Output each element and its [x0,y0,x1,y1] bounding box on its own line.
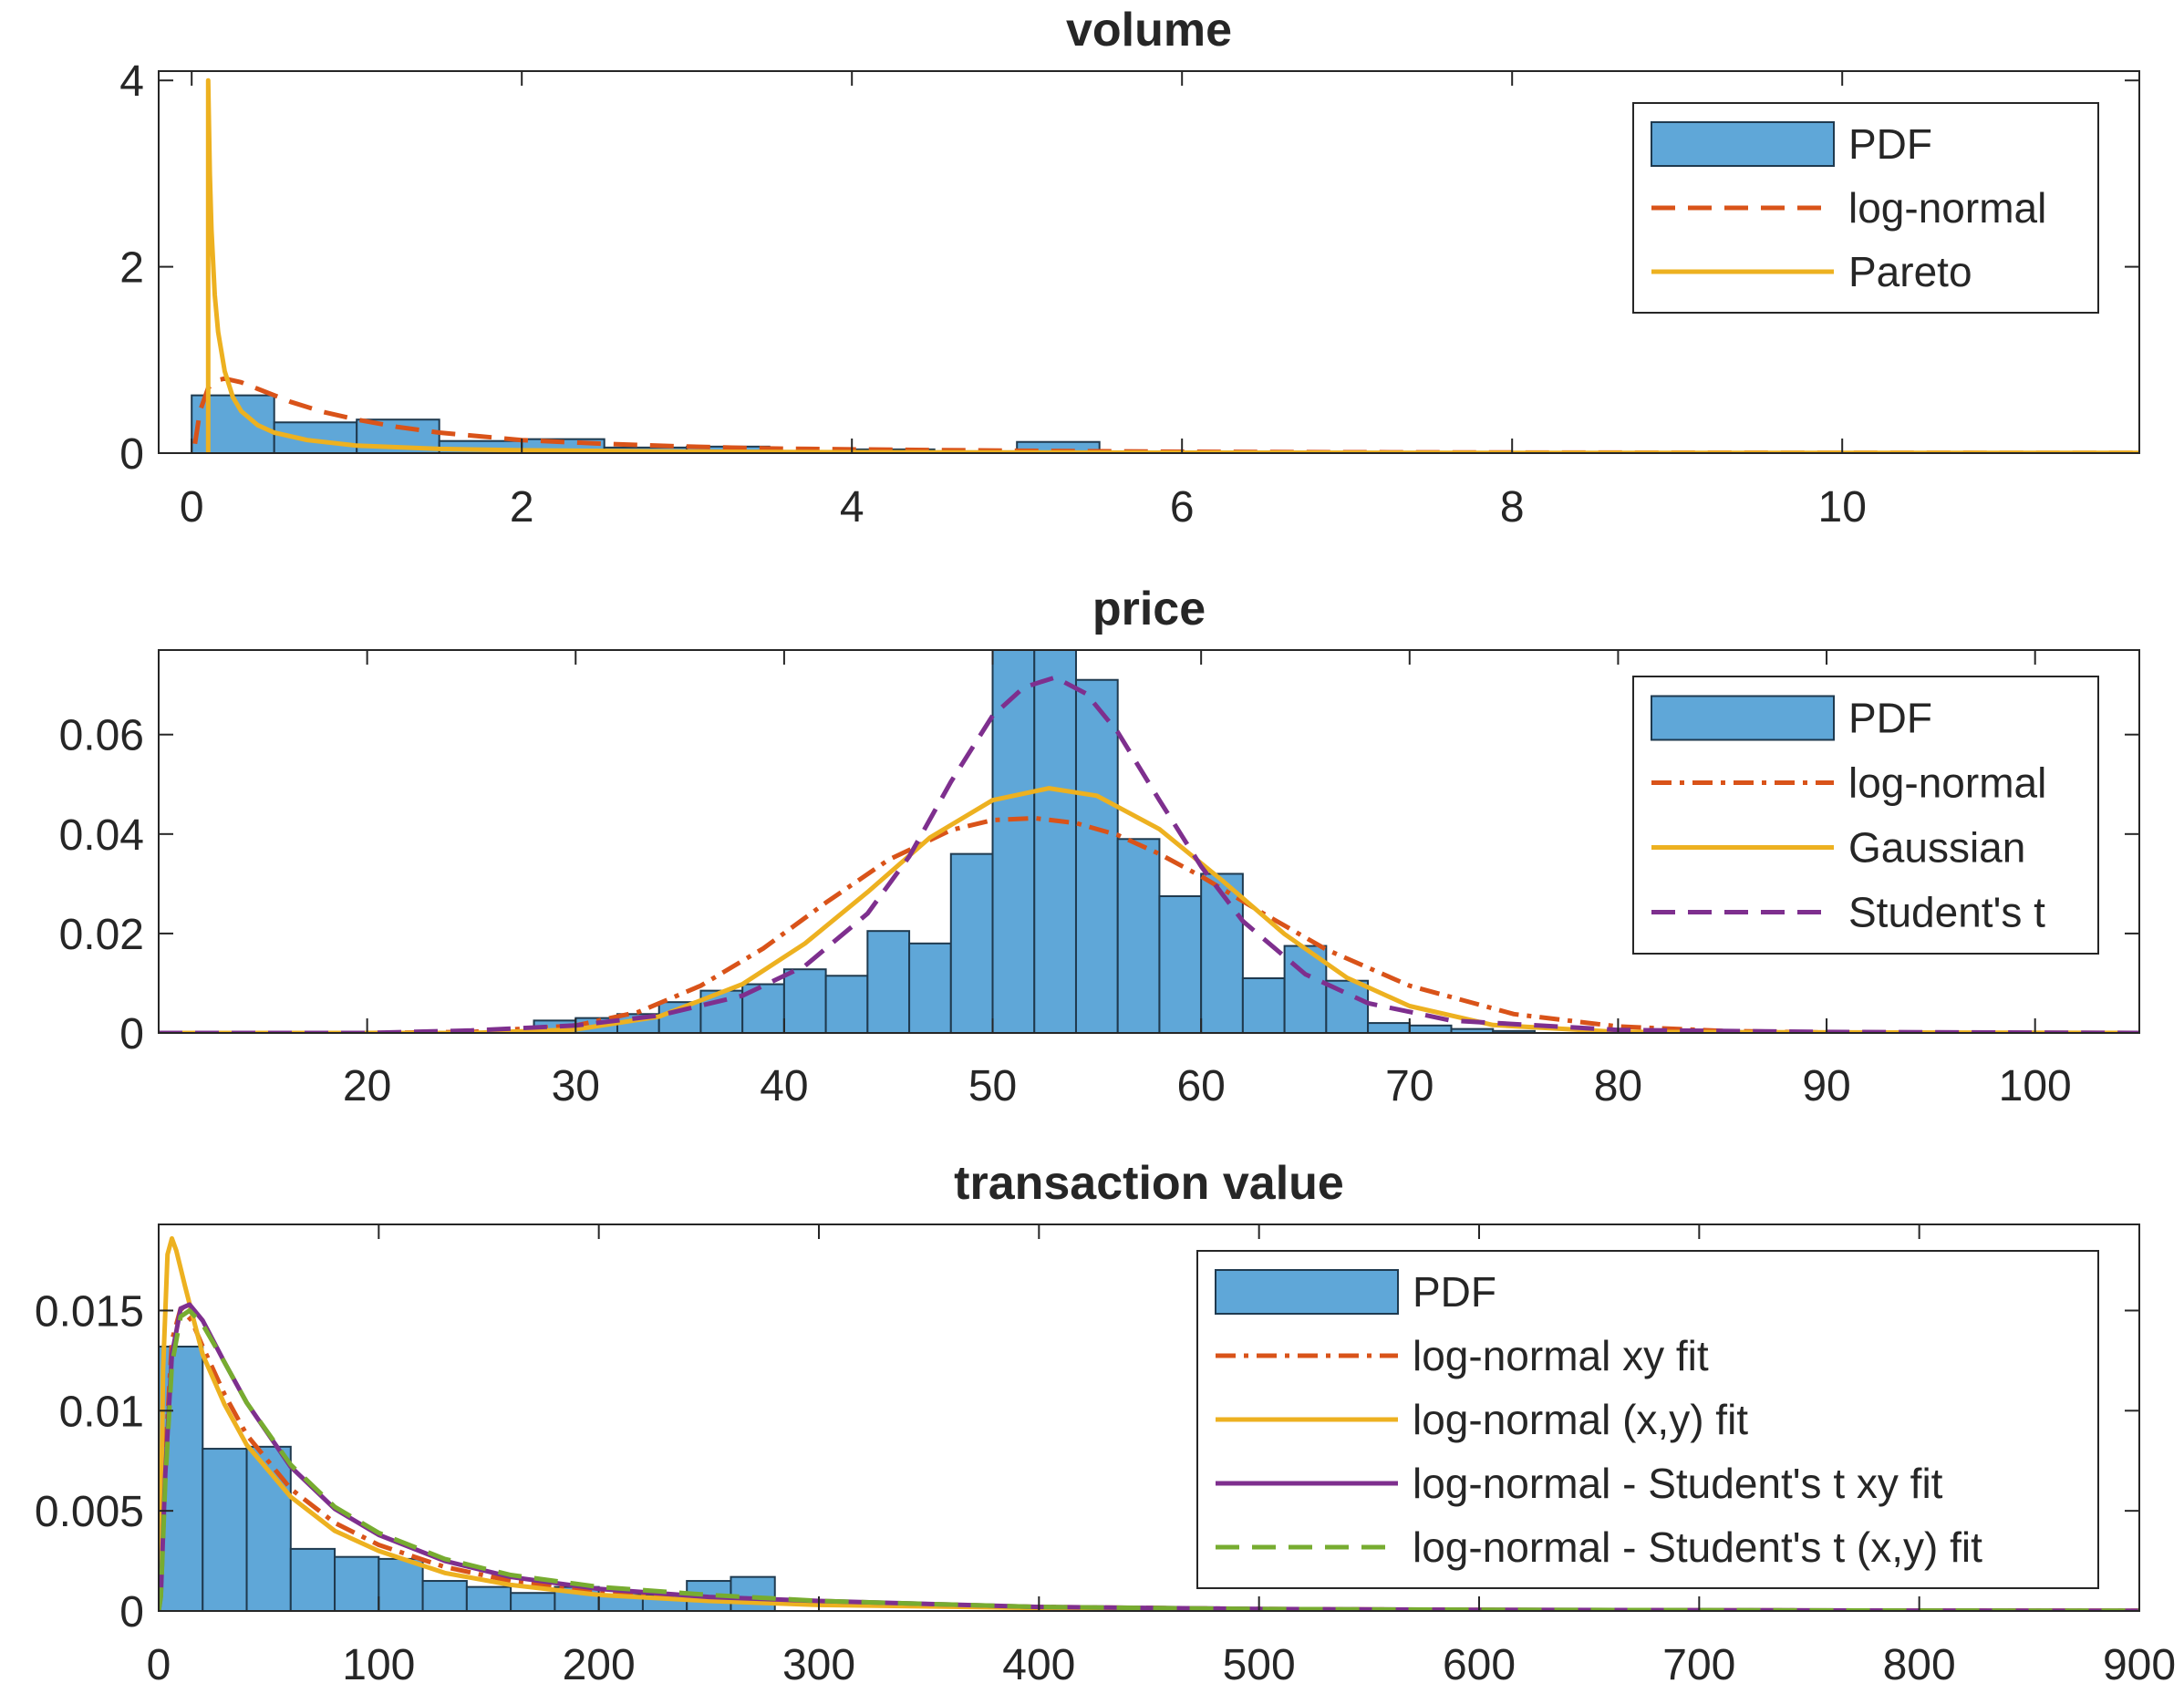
legend-label: log-normal (x,y) fit [1413,1396,1748,1443]
x-tick-label: 90 [1802,1062,1850,1110]
chart-panel-3: 0 100 200 300 400 500 600 700 800 900 0 0.005 0.01 0.… [35,1157,2176,1683]
histogram-bar [991,650,1036,1033]
x-tick-label: 600 [1443,1641,1516,1683]
y-tick-label: 4 [119,57,144,106]
y-tick-label: 0.04 [59,811,144,860]
series-line-log-normal-x-y-fit [159,1235,2139,1611]
y-tick-label: 0 [119,430,144,479]
histogram-bar [202,1448,248,1611]
legend-label: log-normal xy fit [1413,1332,1709,1379]
histogram-bar [1241,977,1286,1033]
legend: PDF log-normal xy fit log-normal (x,y) fit… [1196,1250,2099,1589]
legend-label: PDF [1848,120,1932,168]
legend-label: log-normal [1848,759,2046,807]
x-tick-label: 0 [147,1641,171,1683]
legend: PDF log-normal Gaussian Student's t [1632,676,2099,955]
legend-label: Student's t [1848,889,2045,936]
histogram-bar [465,1585,512,1611]
legend-label: log-normal - Student's t xy fit [1413,1460,1943,1507]
histogram-bar [1158,895,1203,1033]
x-tick-label: 400 [1002,1641,1075,1683]
legend-label: log-normal - Student's t (x,y) fit [1413,1523,1982,1571]
x-tick-label: 2 [510,483,534,532]
x-tick-label: 0 [180,483,204,532]
legend-label: PDF [1848,695,1932,742]
histogram-bar [1033,650,1077,1033]
legend-swatch-pdf [1215,1269,1399,1315]
chart-panel-1: 0 2 4 6 8 10 0 2 4 volume PDF log-normal Pareto [119,4,2140,532]
legend-label: Pareto [1848,248,1972,295]
legend-label: log-normal [1848,184,2046,232]
x-tick-label: 40 [760,1062,808,1110]
x-tick-label: 50 [968,1062,1017,1110]
x-tick-label: 100 [1999,1062,2072,1110]
legend-label: PDF [1413,1268,1496,1316]
chart-title: price [1092,583,1206,635]
y-tick-label: 0.005 [35,1488,144,1536]
axes-box [158,70,2140,454]
x-tick-label: 900 [2103,1641,2176,1683]
x-tick-label: 500 [1223,1641,1296,1683]
histogram-bar [1074,678,1119,1033]
x-tick-label: 100 [342,1641,415,1683]
x-tick-label: 200 [563,1641,636,1683]
x-tick-label: 80 [1594,1062,1642,1110]
histogram-bar [949,852,994,1033]
axes-box [158,649,2140,1034]
x-tick-label: 10 [1818,483,1867,532]
histogram-bar [334,1555,380,1611]
histogram-bar [421,1580,468,1611]
chart-title: volume [1066,4,1232,57]
histogram-bar [730,1575,776,1611]
x-tick-label: 60 [1176,1062,1225,1110]
histogram-bar [378,1557,424,1611]
x-tick-label: 4 [840,483,864,532]
x-tick-label: 700 [1662,1641,1735,1683]
chart-title: transaction value [954,1157,1344,1210]
series-line-gaussian [159,786,2139,1033]
histogram-bar [1492,1029,1536,1033]
legend: PDF log-normal Pareto [1632,102,2099,314]
chart-panel-2: 20 30 40 50 60 70 80 90 100 0 0.02 0.04 0.06 price PDF… [59,583,2140,1110]
y-tick-label: 0 [119,1010,144,1058]
series-line-log-normal-student-s-t-x-y-fit [159,1308,2139,1611]
histogram-bar [1408,1024,1453,1033]
x-tick-label: 8 [1500,483,1525,532]
y-tick-label: 2 [119,244,144,293]
histogram-bar [1367,1022,1411,1033]
histogram-bar [1116,838,1161,1033]
histogram-bar [782,968,827,1033]
x-tick-label: 20 [343,1062,391,1110]
histogram-bar [1200,872,1244,1033]
series-line-log-normal [159,815,2139,1033]
y-tick-label: 0.015 [35,1287,144,1336]
legend-swatch-pdf [1651,695,1835,741]
legend-swatch-pdf [1651,121,1835,167]
x-tick-label: 800 [1883,1641,1956,1683]
axes-box [158,1224,2140,1612]
y-tick-label: 0.01 [59,1388,144,1436]
y-tick-label: 0 [119,1588,144,1637]
y-tick-label: 0.02 [59,911,144,959]
series-line-student-s-t [159,675,2139,1033]
histogram-bar [908,942,952,1033]
x-tick-label: 30 [552,1062,600,1110]
histogram-bar [510,1592,556,1611]
x-tick-label: 70 [1385,1062,1434,1110]
histogram-bar [824,975,869,1033]
histogram-bar [866,930,911,1033]
y-tick-label: 0.06 [59,712,144,760]
x-tick-label: 6 [1170,483,1195,532]
histogram-bar [289,1547,336,1611]
legend-label: Gaussian [1848,824,2025,872]
x-tick-label: 300 [782,1641,855,1683]
